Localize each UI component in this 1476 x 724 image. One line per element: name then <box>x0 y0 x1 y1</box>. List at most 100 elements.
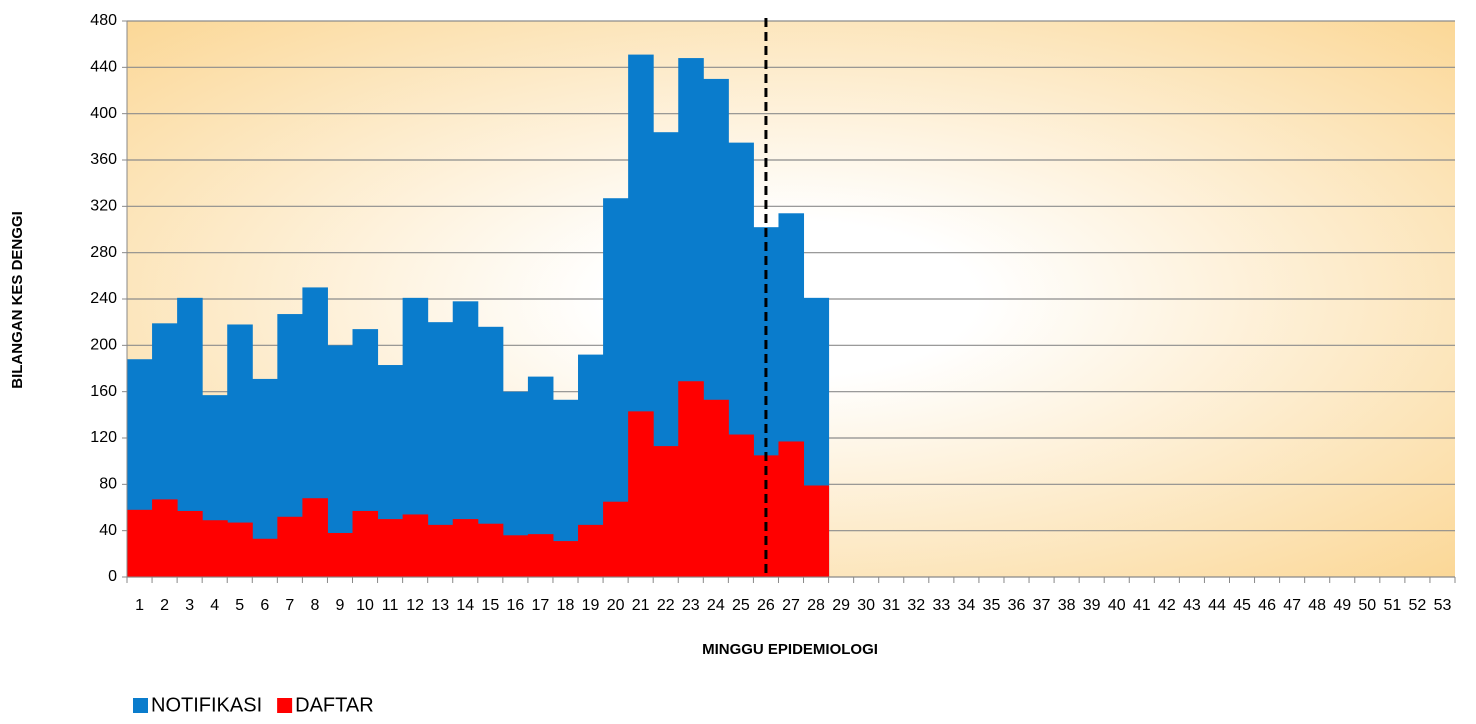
x-tick-label: 11 <box>382 597 399 614</box>
x-tick-label: 25 <box>732 597 750 614</box>
x-tick-label: 47 <box>1283 597 1301 614</box>
x-tick-label: 6 <box>260 597 269 614</box>
bar <box>527 534 554 577</box>
x-tick-label: 31 <box>882 597 900 614</box>
x-tick-label: 10 <box>356 597 374 614</box>
x-tick-label: 22 <box>657 597 675 614</box>
x-tick-label: 12 <box>406 597 424 614</box>
x-tick-label: 37 <box>1033 597 1051 614</box>
bar <box>653 446 679 577</box>
y-tick-label: 400 <box>90 105 117 122</box>
x-tick-label: 46 <box>1258 597 1276 614</box>
x-tick-label: 18 <box>557 597 575 614</box>
y-tick-label: 480 <box>90 12 117 29</box>
bar <box>628 411 654 577</box>
x-tick-label: 44 <box>1208 597 1226 614</box>
x-tick-label: 4 <box>210 597 219 614</box>
x-tick-label: 39 <box>1083 597 1101 614</box>
x-tick-label: 15 <box>481 597 499 614</box>
x-tick-label: 19 <box>582 597 600 614</box>
y-tick-label: 160 <box>90 383 117 400</box>
x-tick-label: 23 <box>682 597 700 614</box>
bar <box>803 485 830 577</box>
bar <box>703 399 729 577</box>
bar <box>327 532 354 577</box>
y-tick-label: 280 <box>90 244 117 261</box>
legend-label: NOTIFIKASI <box>151 694 262 716</box>
bar <box>252 538 278 577</box>
x-tick-label: 27 <box>782 597 800 614</box>
bar <box>502 535 529 577</box>
x-tick-label: 1 <box>135 597 144 614</box>
y-tick-label: 200 <box>90 337 117 354</box>
x-tick-label: 7 <box>285 597 294 614</box>
bar <box>552 541 579 577</box>
y-tick-label: 120 <box>90 429 117 446</box>
x-tick-label: 33 <box>932 597 950 614</box>
bar <box>127 509 153 577</box>
bar <box>202 520 228 577</box>
x-tick-label: 49 <box>1333 597 1351 614</box>
x-tick-label: 21 <box>632 597 650 614</box>
x-tick-label: 32 <box>907 597 925 614</box>
y-tick-label: 40 <box>99 522 117 539</box>
x-tick-label: 41 <box>1133 597 1151 614</box>
x-tick-label: 24 <box>707 597 725 614</box>
x-tick-label: 29 <box>832 597 850 614</box>
bar <box>603 501 629 577</box>
bar <box>678 381 704 577</box>
bar <box>728 434 754 577</box>
x-tick-label: 26 <box>757 597 775 614</box>
x-tick-label: 43 <box>1183 597 1201 614</box>
bar <box>377 519 404 577</box>
x-tick-label: 3 <box>185 597 194 614</box>
x-tick-label: 35 <box>983 597 1001 614</box>
x-tick-label: 8 <box>310 597 319 614</box>
y-tick-label: 80 <box>99 476 117 493</box>
x-tick-label: 45 <box>1233 597 1251 614</box>
x-tick-label: 28 <box>807 597 825 614</box>
x-tick-label: 16 <box>506 597 524 614</box>
bar <box>302 498 328 577</box>
x-tick-label: 52 <box>1409 597 1427 614</box>
x-tick-label: 5 <box>235 597 244 614</box>
x-tick-label: 40 <box>1108 597 1126 614</box>
bar <box>452 519 479 577</box>
x-tick-label: 34 <box>957 597 975 614</box>
x-tick-label: 36 <box>1008 597 1026 614</box>
legend-label: DAFTAR <box>295 694 374 716</box>
x-tick-label: 48 <box>1308 597 1326 614</box>
y-axis-title: BILANGAN KES DENGGI <box>9 211 26 389</box>
x-tick-label: 38 <box>1058 597 1076 614</box>
y-tick-label: 240 <box>90 290 117 307</box>
bar <box>352 510 379 577</box>
bar <box>277 516 303 577</box>
bar <box>778 441 805 577</box>
x-tick-label: 9 <box>336 597 345 614</box>
bar <box>177 510 203 577</box>
x-tick-label: 42 <box>1158 597 1176 614</box>
bar <box>427 524 454 577</box>
x-tick-label: 20 <box>607 597 625 614</box>
bar <box>402 514 429 577</box>
y-tick-label: 0 <box>108 568 117 585</box>
legend-swatch <box>133 698 148 713</box>
x-axis-title: MINGGU EPIDEMIOLOGI <box>702 641 878 658</box>
bar <box>477 523 504 577</box>
x-tick-label: 50 <box>1358 597 1376 614</box>
legend-swatch <box>277 698 293 713</box>
x-tick-label: 13 <box>431 597 449 614</box>
y-tick-label: 320 <box>90 198 117 215</box>
y-tick-label: 360 <box>90 151 117 168</box>
x-tick-label: 17 <box>532 597 550 614</box>
bar <box>227 522 253 577</box>
x-tick-label: 2 <box>160 597 169 614</box>
x-tick-label: 14 <box>456 597 474 614</box>
bar <box>578 524 604 577</box>
bar <box>152 499 178 577</box>
y-tick-label: 440 <box>90 59 117 76</box>
x-tick-label: 30 <box>857 597 875 614</box>
x-tick-label: 51 <box>1383 597 1401 614</box>
x-tick-label: 53 <box>1434 597 1452 614</box>
